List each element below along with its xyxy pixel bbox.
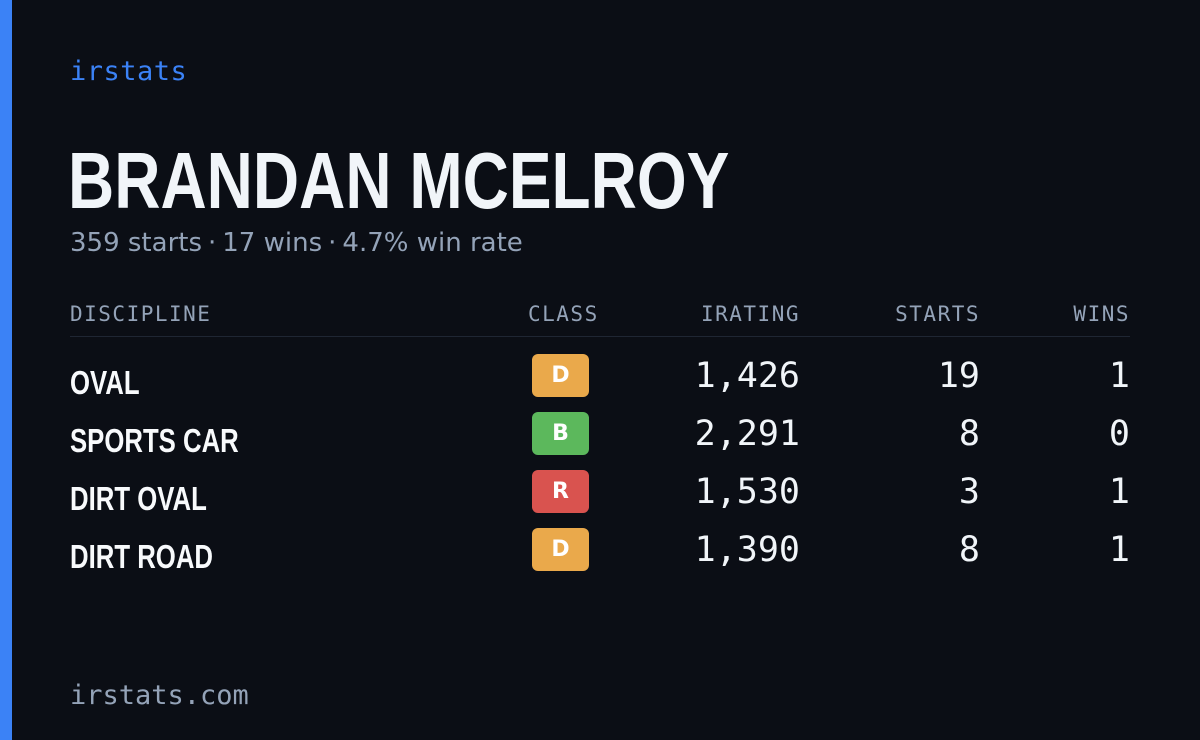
- license-class-badge: D: [532, 354, 589, 397]
- header-wins: WINS: [1073, 302, 1130, 326]
- footer-url[interactable]: irstats.com: [70, 680, 249, 711]
- license-class-badge: R: [532, 470, 589, 513]
- license-class-badge: B: [532, 412, 589, 455]
- table-row: DIRT OVAL R 1,530 3 1: [70, 466, 1130, 524]
- win-rate-summary: 4.7% win rate: [342, 228, 523, 258]
- starts-value: 3: [958, 472, 980, 512]
- starts-value: 8: [958, 530, 980, 570]
- wins-value: 0: [1108, 414, 1130, 454]
- header-discipline: DISCIPLINE: [70, 302, 212, 326]
- wins-value: 1: [1108, 472, 1130, 512]
- license-class-badge: D: [532, 528, 589, 571]
- summary-separator: ·: [328, 228, 337, 258]
- starts-value: 19: [937, 356, 980, 396]
- discipline-name: DIRT OVAL: [70, 480, 207, 517]
- accent-bar: [0, 0, 12, 740]
- irating-value: 1,390: [694, 530, 800, 570]
- wins-summary: 17 wins: [222, 228, 323, 258]
- irating-value: 1,530: [694, 472, 800, 512]
- irating-value: 1,426: [694, 356, 800, 396]
- table-header: DISCIPLINE CLASS IRATING STARTS WINS: [70, 298, 1130, 337]
- irating-value: 2,291: [694, 414, 800, 454]
- starts-value: 8: [958, 414, 980, 454]
- header-starts: STARTS: [895, 302, 980, 326]
- discipline-name: SPORTS CAR: [70, 422, 239, 459]
- table-row: DIRT ROAD D 1,390 8 1: [70, 524, 1130, 582]
- brand-logo: irstats: [70, 56, 188, 87]
- summary-separator: ·: [208, 228, 217, 258]
- wins-value: 1: [1108, 356, 1130, 396]
- starts-summary: 359 starts: [70, 228, 202, 258]
- wins-value: 1: [1108, 530, 1130, 570]
- player-name: BRANDAN MCELROY: [68, 136, 730, 225]
- discipline-name: OVAL: [70, 364, 140, 401]
- player-summary: 359 starts · 17 wins · 4.7% win rate: [70, 228, 523, 258]
- header-irating: IRATING: [700, 302, 800, 326]
- header-class: CLASS: [528, 302, 599, 326]
- table-row: OVAL D 1,426 19 1: [70, 350, 1130, 408]
- table-row: SPORTS CAR B 2,291 8 0: [70, 408, 1130, 466]
- discipline-name: DIRT ROAD: [70, 538, 213, 575]
